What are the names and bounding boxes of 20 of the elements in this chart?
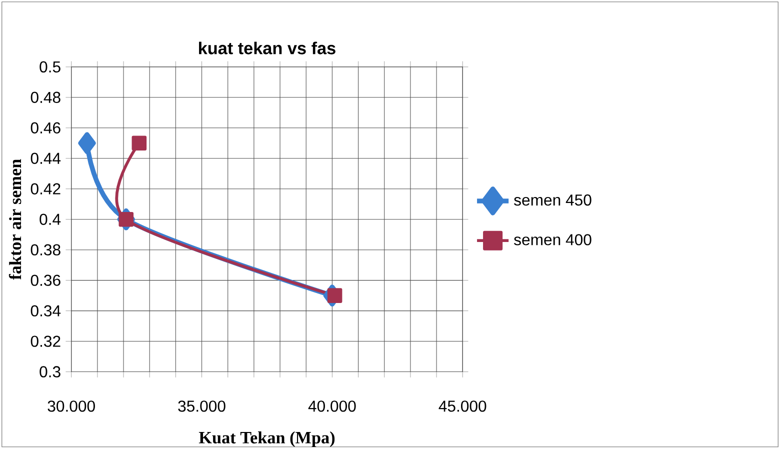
x-tick-label: 45.000 — [438, 400, 486, 412]
y-tick-label: 0.32 — [30, 336, 60, 347]
chart-title: kuat tekan vs fas — [199, 42, 336, 54]
y-tick-label: 0.34 — [30, 305, 61, 317]
y-tick-label: 0.4 — [40, 214, 61, 226]
y-tick-label: 0.44 — [30, 152, 61, 164]
y-axis-title: faktor air semen — [8, 159, 22, 280]
y-tick-label: 0.3 — [40, 366, 60, 378]
legend-label: semen 400 — [514, 234, 592, 246]
y-tick-label: 0.48 — [30, 92, 60, 104]
y-tick-label: 0.46 — [30, 122, 60, 134]
y-tick-label: 0.5 — [40, 61, 60, 73]
y-tick-label: 0.42 — [30, 183, 60, 195]
y-tick-label: 0.38 — [30, 244, 60, 256]
legend-label: semen 450 — [514, 194, 592, 206]
x-tick-label: 30.000 — [48, 400, 95, 412]
x-tick-label: 35.000 — [178, 400, 226, 412]
x-tick-label: 40.000 — [308, 400, 356, 412]
x-axis-title: Kuat Tekan (Mpa) — [198, 432, 335, 448]
y-tick-label: 0.36 — [30, 274, 60, 286]
